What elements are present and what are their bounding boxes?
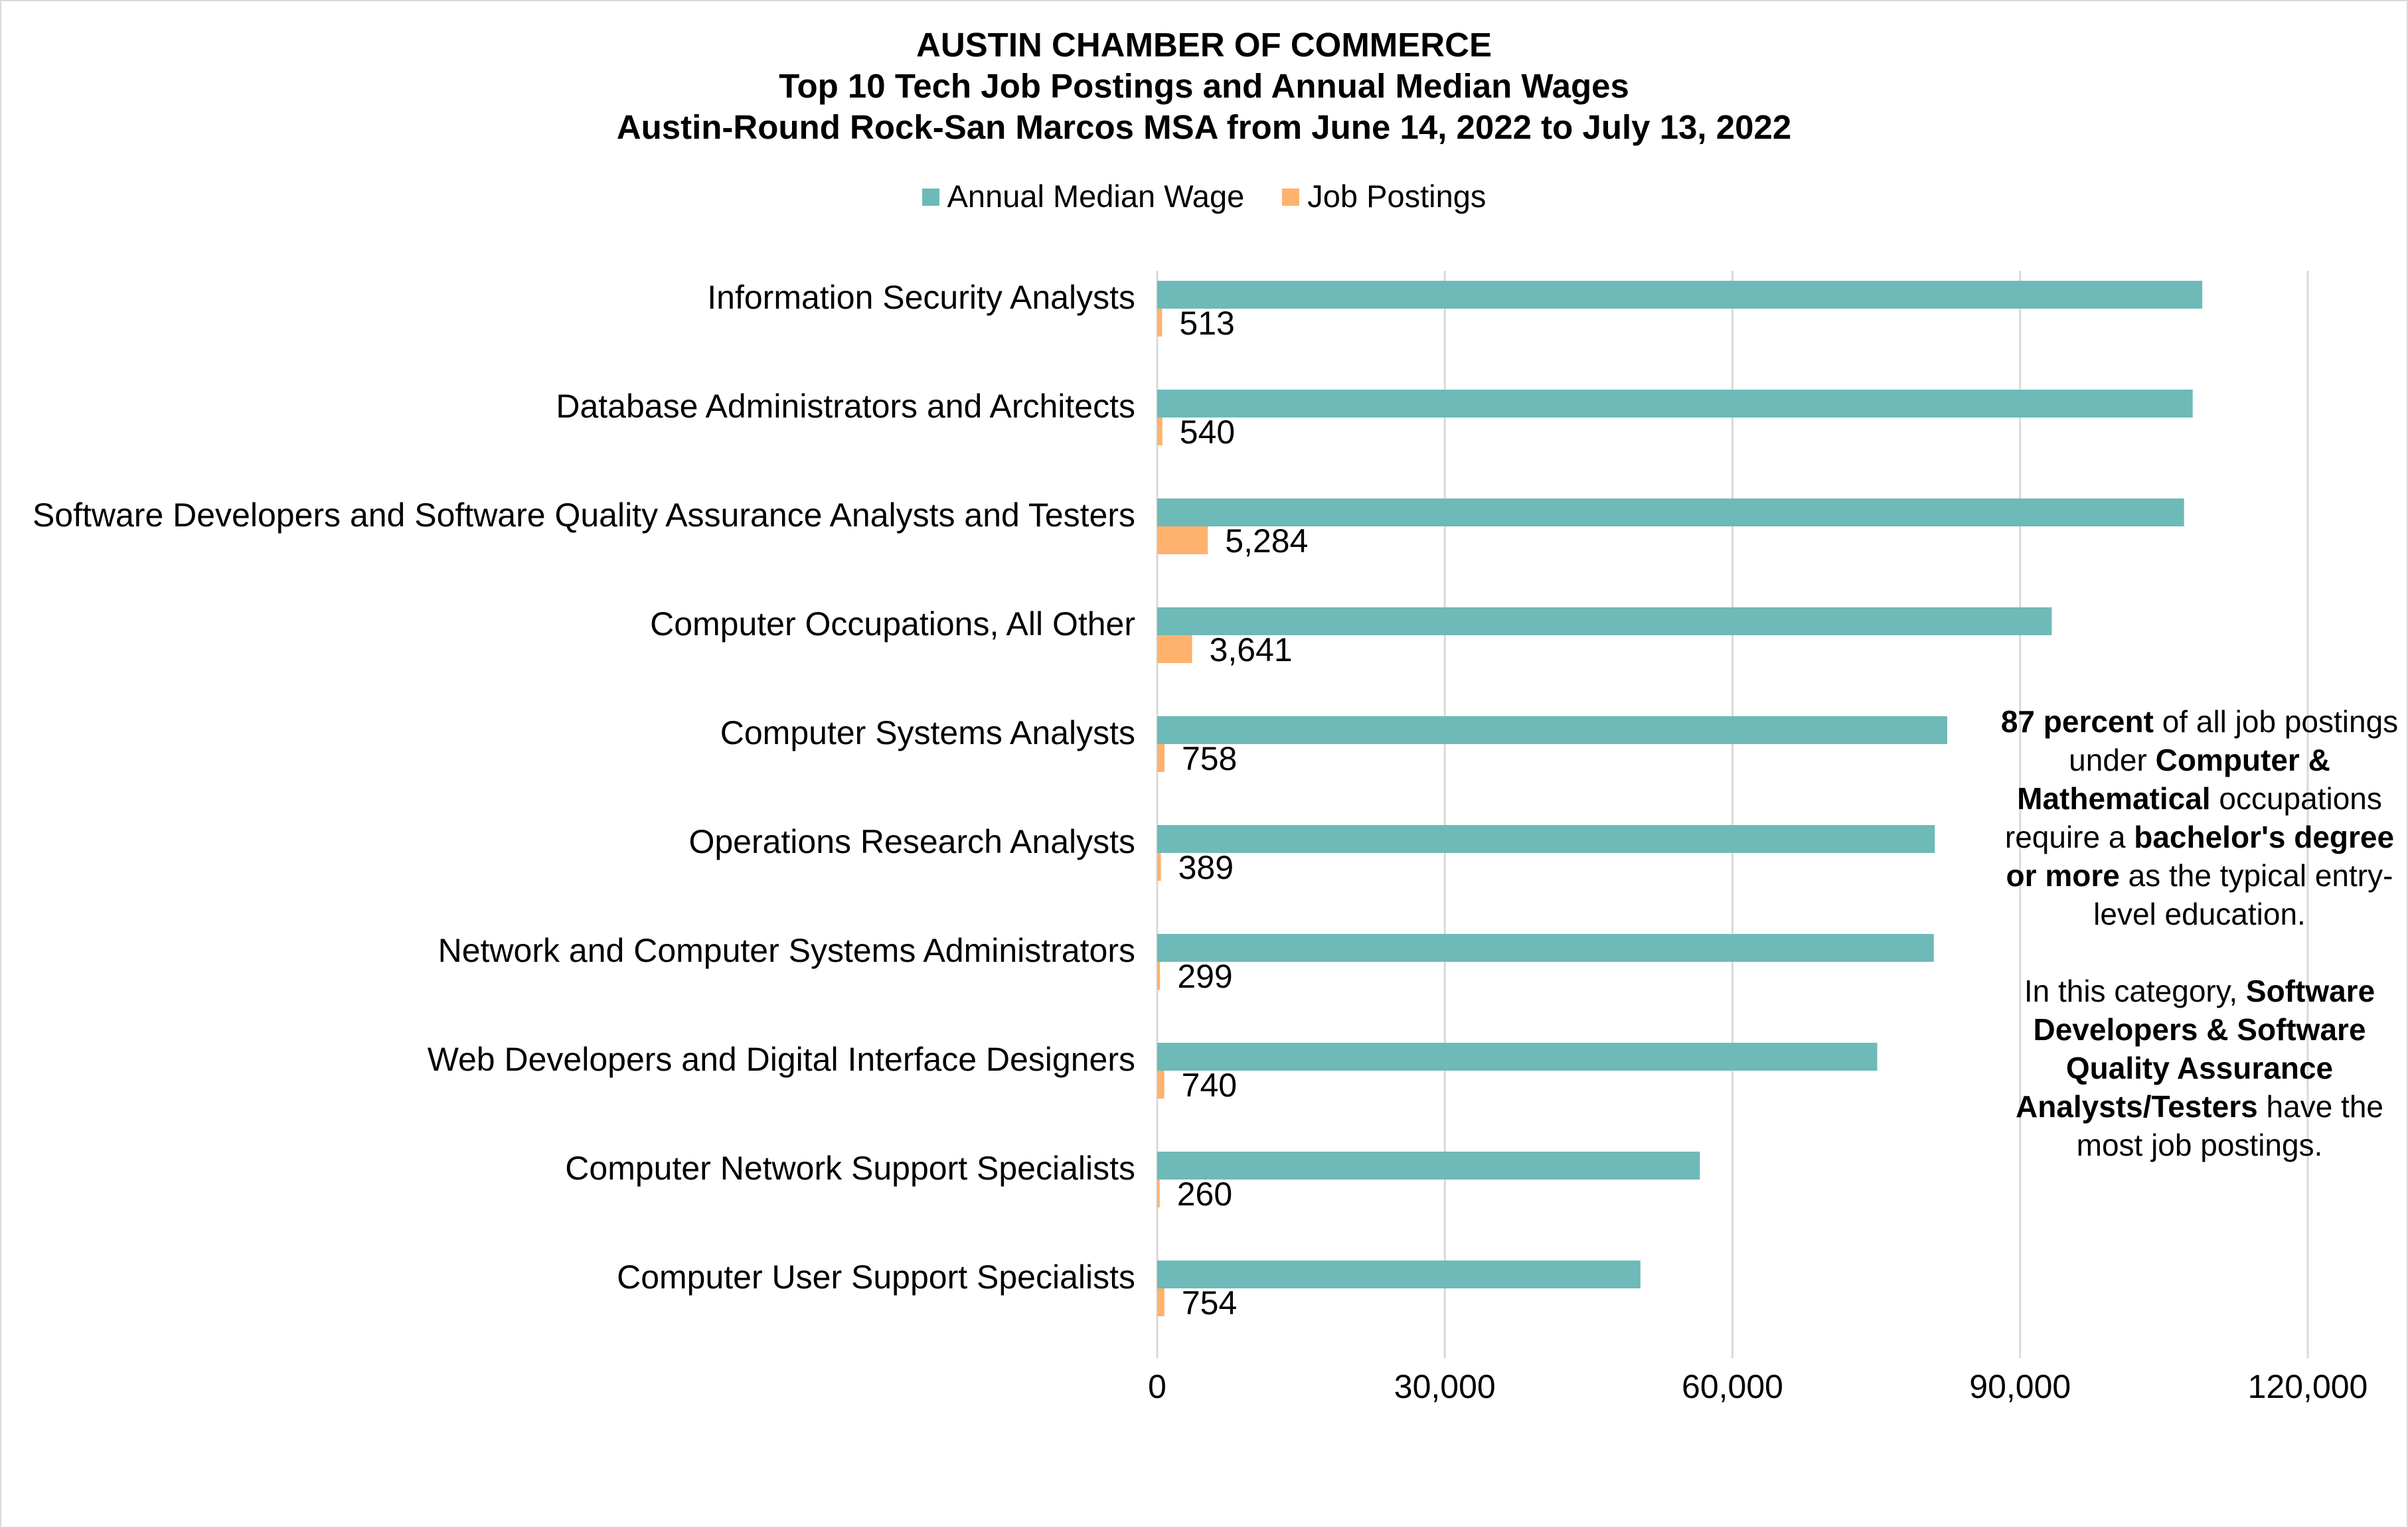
ann-p2-run-0: In this category, bbox=[2024, 974, 2246, 1008]
legend-item-postings: Job Postings bbox=[1282, 178, 1486, 214]
bar-postings-6 bbox=[1157, 962, 1161, 990]
x-tick-label-2: 60,000 bbox=[1682, 1368, 1783, 1405]
legend-label-postings: Job Postings bbox=[1307, 179, 1486, 214]
bar-wage-4 bbox=[1157, 716, 1947, 744]
ann-p2-run-2: have the most job postings. bbox=[2076, 1089, 2384, 1162]
bar-postings-5 bbox=[1157, 853, 1161, 881]
ann-p1-run-3: occupations require a bbox=[2004, 781, 2382, 854]
bar-postings-2 bbox=[1157, 526, 1208, 554]
category-label-2: Software Developers and Software Quality… bbox=[33, 497, 1135, 534]
chart-subtitle-line-2: Austin-Round Rock-San Marcos MSA from Ju… bbox=[616, 108, 1792, 146]
data-label-postings-1: 540 bbox=[1180, 414, 1235, 451]
category-label-6: Network and Computer Systems Administrat… bbox=[438, 932, 1135, 969]
bar-wage-1 bbox=[1157, 390, 2193, 418]
bar-wage-0 bbox=[1157, 281, 2203, 309]
ann-p1-run-0: 87 percent bbox=[2000, 704, 2154, 739]
data-label-postings-2: 5,284 bbox=[1225, 522, 1308, 560]
bar-wage-3 bbox=[1157, 607, 2052, 635]
legend-item-wage: Annual Median Wage bbox=[922, 178, 1245, 214]
annotation-paragraph-2: In this category, Software Developers & … bbox=[2000, 972, 2399, 1164]
ann-p1-run-2: Computer & Mathematical bbox=[2017, 743, 2330, 816]
bar-postings-3 bbox=[1157, 635, 1192, 663]
x-tick-label-4: 120,000 bbox=[2248, 1368, 2368, 1405]
annotation-paragraph-1: 87 percent of all job postings under Com… bbox=[2000, 702, 2399, 933]
data-label-postings-4: 758 bbox=[1182, 740, 1237, 777]
bar-wage-6 bbox=[1157, 934, 1934, 962]
bar-wage-2 bbox=[1157, 498, 2184, 526]
x-tick-label-3: 90,000 bbox=[1969, 1368, 2071, 1405]
bar-postings-7 bbox=[1157, 1071, 1164, 1099]
category-label-3: Computer Occupations, All Other bbox=[650, 605, 1135, 643]
ann-p1-run-1: of all job postings under bbox=[2069, 704, 2399, 777]
category-label-0: Information Security Analysts bbox=[707, 279, 1135, 316]
bar-postings-8 bbox=[1157, 1180, 1160, 1207]
category-label-7: Web Developers and Digital Interface Des… bbox=[428, 1041, 1135, 1078]
bar-postings-4 bbox=[1157, 744, 1164, 772]
data-label-postings-9: 754 bbox=[1182, 1284, 1237, 1322]
category-label-9: Computer User Support Specialists bbox=[617, 1259, 1135, 1296]
ann-p2-run-1: Software Developers & Software Quality A… bbox=[2015, 974, 2375, 1124]
chart-subtitle-line-1: Top 10 Tech Job Postings and Annual Medi… bbox=[779, 67, 1629, 105]
data-label-postings-3: 3,641 bbox=[1210, 631, 1293, 668]
legend-swatch-wage bbox=[922, 189, 939, 206]
bar-postings-0 bbox=[1157, 309, 1163, 337]
category-label-5: Operations Research Analysts bbox=[688, 823, 1135, 860]
bar-wage-7 bbox=[1157, 1043, 1878, 1071]
annotation-text-box: 87 percent of all job postings under Com… bbox=[2000, 702, 2399, 1164]
category-label-8: Computer Network Support Specialists bbox=[565, 1150, 1135, 1187]
bar-postings-1 bbox=[1157, 418, 1163, 445]
bar-postings-9 bbox=[1157, 1288, 1164, 1316]
chart-legend: Annual Median Wage Job Postings bbox=[0, 178, 2408, 214]
bar-wage-9 bbox=[1157, 1261, 1641, 1288]
chart-title: AUSTIN CHAMBER OF COMMERCE bbox=[916, 26, 1492, 64]
ann-p1-run-4: bachelor's degree or more bbox=[2006, 820, 2395, 893]
bar-wage-5 bbox=[1157, 825, 1935, 853]
ann-p1-run-5: as the typical entry-level education. bbox=[2093, 858, 2393, 931]
legend-swatch-postings bbox=[1282, 189, 1300, 206]
data-label-postings-0: 513 bbox=[1179, 305, 1234, 342]
x-tick-label-1: 30,000 bbox=[1394, 1368, 1496, 1405]
data-label-postings-7: 740 bbox=[1182, 1067, 1237, 1104]
data-label-postings-6: 299 bbox=[1177, 958, 1232, 995]
legend-label-wage: Annual Median Wage bbox=[947, 179, 1245, 214]
data-label-postings-5: 389 bbox=[1178, 849, 1234, 886]
bar-wage-8 bbox=[1157, 1152, 1700, 1180]
category-label-4: Computer Systems Analysts bbox=[720, 714, 1135, 751]
category-label-1: Database Administrators and Architects bbox=[556, 388, 1135, 425]
data-label-postings-8: 260 bbox=[1177, 1176, 1232, 1213]
x-tick-label-0: 0 bbox=[1148, 1368, 1166, 1405]
